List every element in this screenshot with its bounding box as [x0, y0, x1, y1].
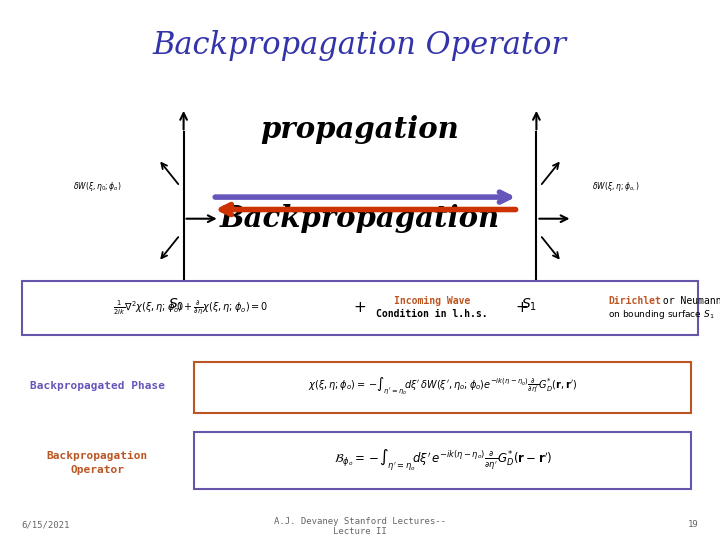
Text: $\delta W(\xi,\eta_0;\phi_o)$: $\delta W(\xi,\eta_0;\phi_o)$ — [73, 180, 122, 193]
Text: Incoming Wave: Incoming Wave — [394, 296, 470, 306]
Text: Backpropagation: Backpropagation — [220, 204, 500, 233]
Text: $+$: $+$ — [516, 300, 528, 315]
Text: $+$: $+$ — [354, 300, 366, 315]
Text: Operator: Operator — [71, 465, 125, 475]
Text: $S_1$: $S_1$ — [521, 297, 537, 313]
Text: $\delta W(\xi,\eta;\phi_{o,})$: $\delta W(\xi,\eta;\phi_{o,})$ — [592, 180, 639, 193]
Text: or Neumann: or Neumann — [657, 296, 720, 306]
Text: $\frac{1}{2ik}\nabla^2\chi(\xi,\eta;\phi_o)+\frac{\partial}{\partial\eta}\chi(\x: $\frac{1}{2ik}\nabla^2\chi(\xi,\eta;\phi… — [113, 299, 269, 317]
Text: Backpropagation Operator: Backpropagation Operator — [153, 30, 567, 60]
Text: 6/15/2021: 6/15/2021 — [22, 521, 70, 529]
Text: Backpropagation: Backpropagation — [47, 451, 148, 461]
Text: A.J. Devaney Stanford Lectures--
Lecture II: A.J. Devaney Stanford Lectures-- Lecture… — [274, 517, 446, 536]
Text: 19: 19 — [688, 521, 698, 529]
Text: on bounding surface $S_1$: on bounding surface $S_1$ — [608, 308, 715, 321]
Text: Backpropagated Phase: Backpropagated Phase — [30, 381, 165, 391]
Text: Condition in l.h.s.: Condition in l.h.s. — [376, 309, 488, 319]
FancyBboxPatch shape — [194, 362, 691, 413]
FancyBboxPatch shape — [194, 432, 691, 489]
Text: $\chi(\xi,\eta;\phi_o)=-\!\int_{\eta^{\prime}=\eta_o}\!d\xi^{\prime}\,\delta W(\: $\chi(\xi,\eta;\phi_o)=-\!\int_{\eta^{\p… — [308, 375, 577, 397]
Text: $S_0$: $S_0$ — [168, 297, 184, 313]
Text: Dirichlet: Dirichlet — [608, 296, 661, 306]
FancyBboxPatch shape — [22, 281, 698, 335]
Text: propagation: propagation — [261, 115, 459, 144]
Text: $\mathcal{B}_{\phi_o}=-\!\int_{\eta^{\prime}=\eta_o}\!d\xi^{\prime}\,e^{-ik(\eta: $\mathcal{B}_{\phi_o}=-\!\int_{\eta^{\pr… — [333, 447, 552, 473]
